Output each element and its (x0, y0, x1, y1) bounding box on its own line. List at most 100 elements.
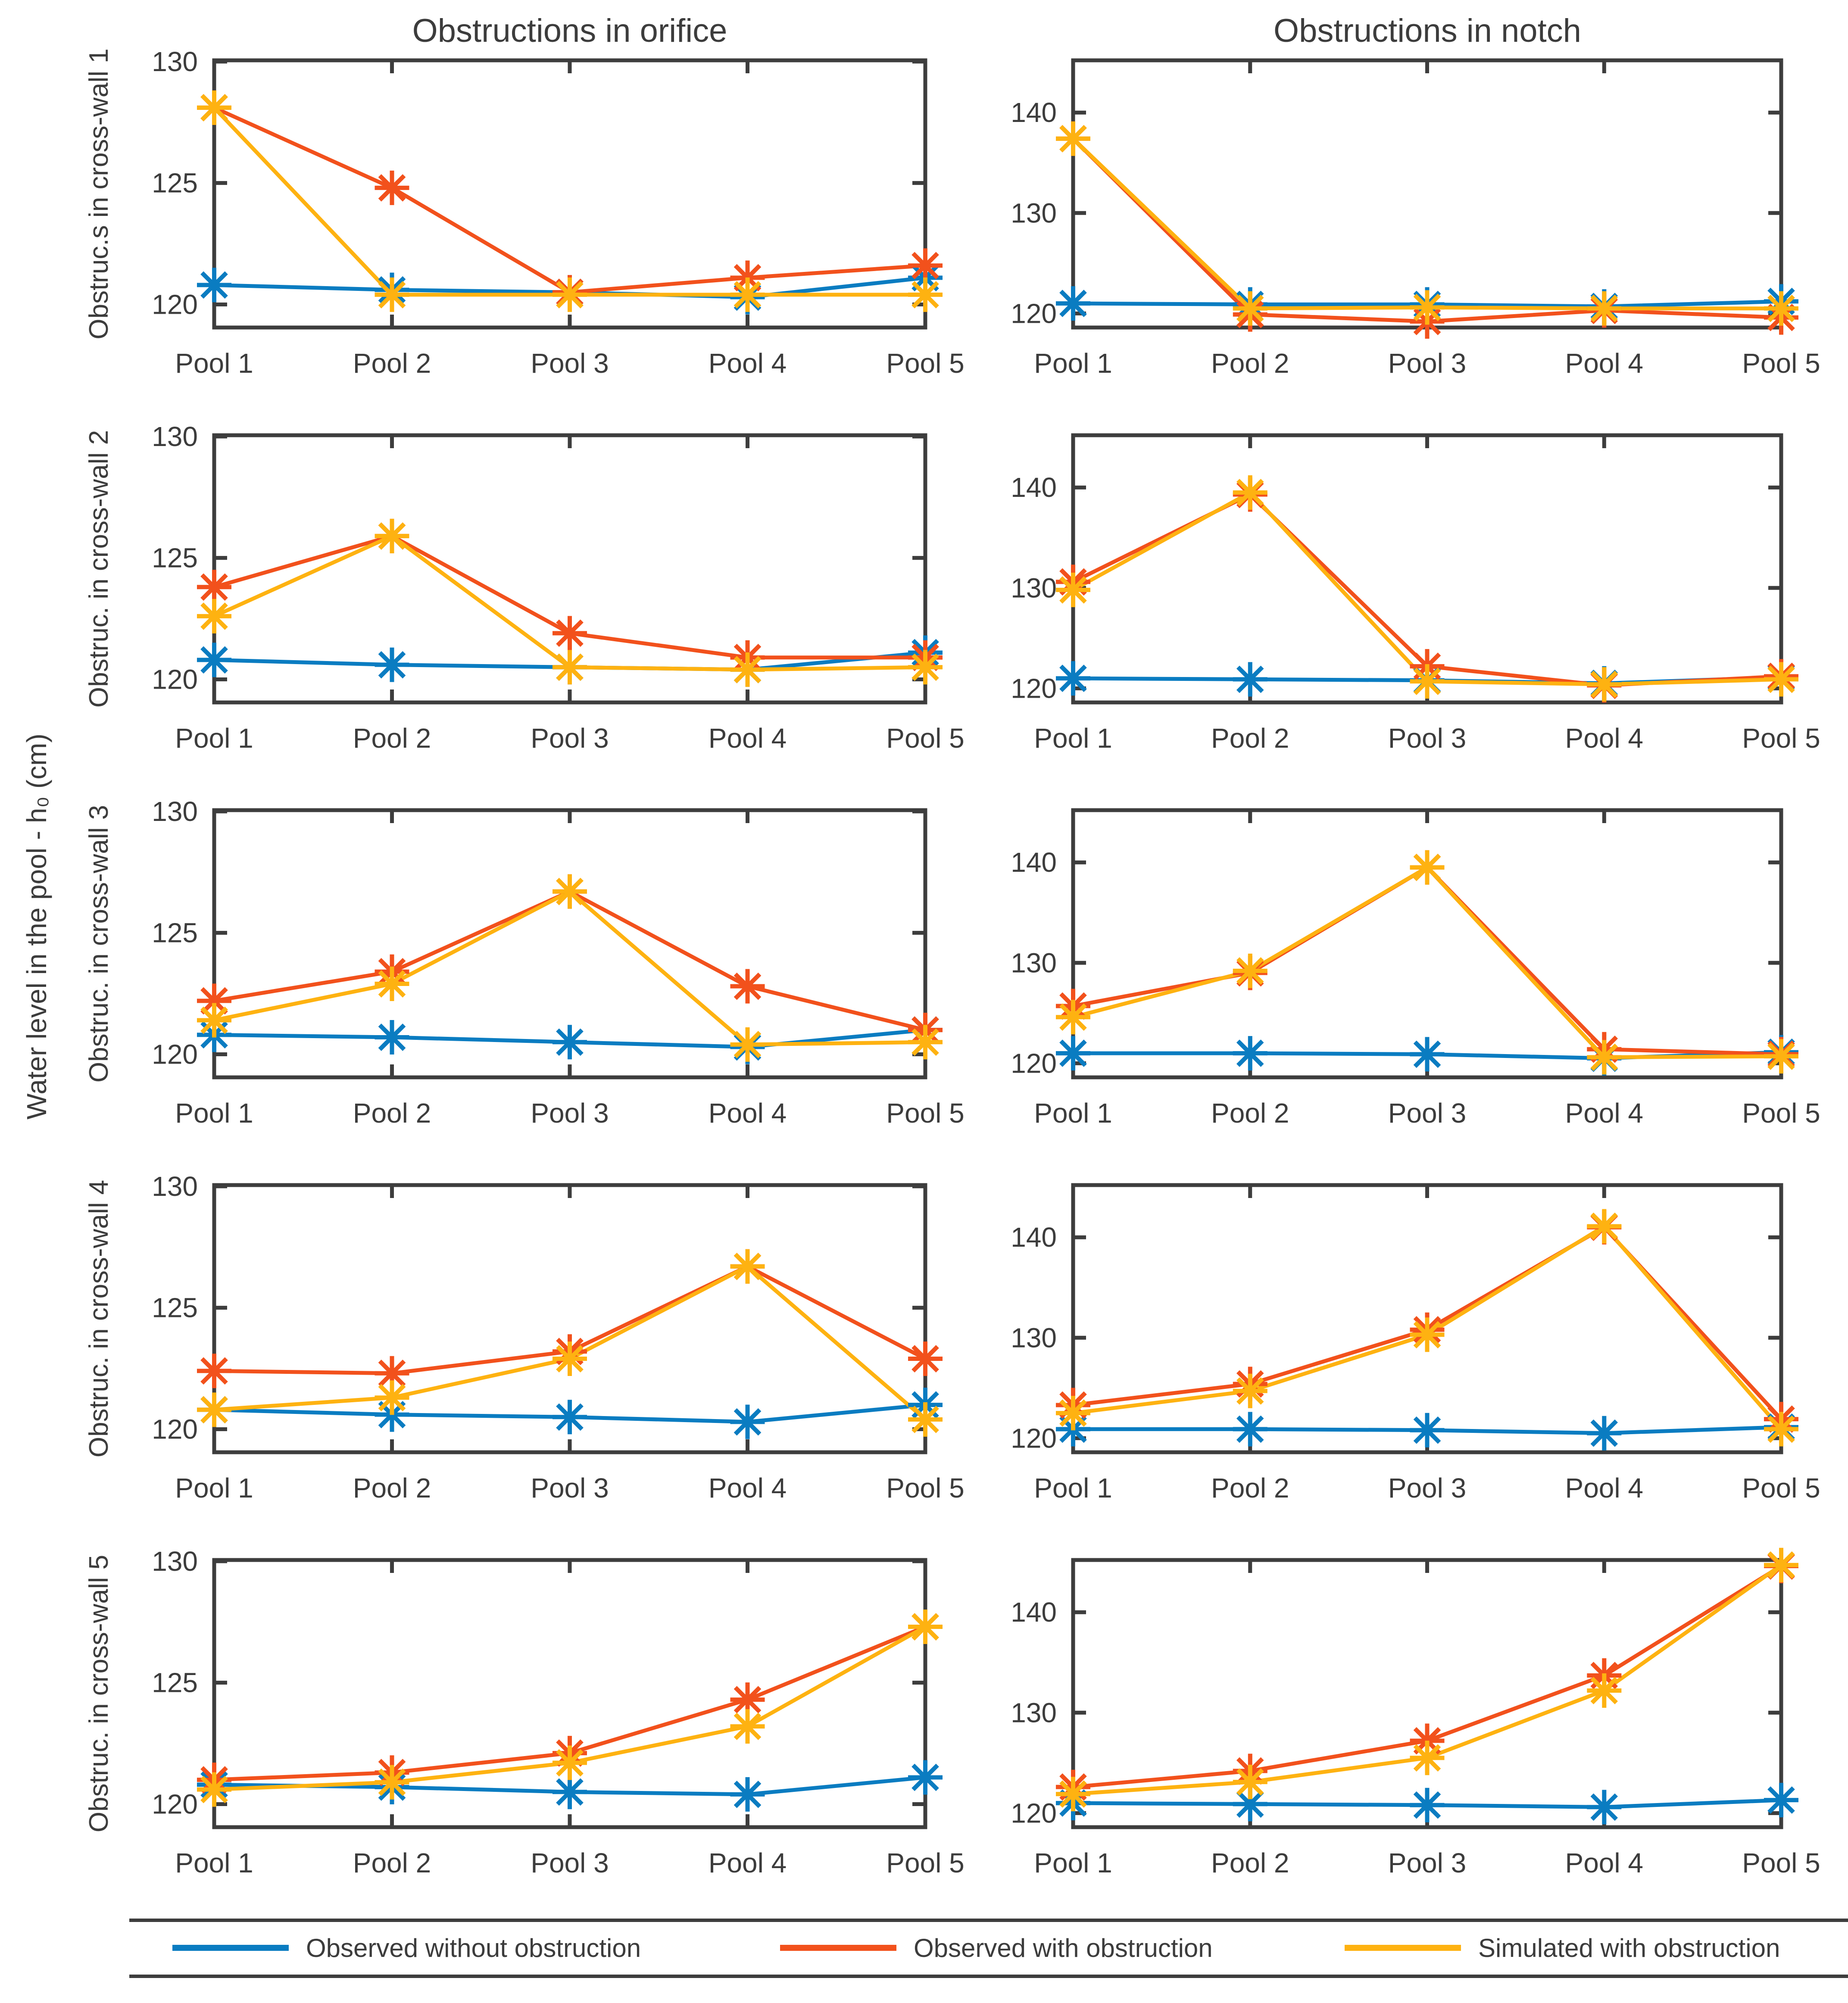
series-marker (1056, 1396, 1090, 1431)
series-marker (197, 1003, 231, 1038)
x-tick-label: Pool 2 (353, 348, 431, 379)
y-tick-label: 130 (1011, 1697, 1057, 1728)
series-marker (1587, 1790, 1622, 1825)
series-marker (908, 1342, 943, 1376)
series-marker (553, 650, 587, 685)
series-marker (197, 643, 231, 677)
series-marker (1056, 661, 1090, 696)
x-tick-label: Pool 5 (886, 348, 964, 379)
series-marker (1410, 1317, 1445, 1352)
series-marker (553, 616, 587, 651)
y-tick-label: 120 (1011, 298, 1057, 329)
legend-top-rule (129, 1919, 1848, 1922)
series-marker (1587, 667, 1622, 702)
x-tick-label: Pool 2 (353, 1098, 431, 1129)
series-marker (197, 90, 231, 125)
legend-bottom-rule (129, 1975, 1848, 1978)
column-title-orifice: Obstructions in orifice (412, 12, 727, 49)
series-marker (1764, 1039, 1798, 1074)
row-label: Obstruc. in cross-wall 4 (84, 1180, 114, 1457)
x-tick-label: Pool 3 (531, 1098, 609, 1129)
x-tick-label: Pool 1 (1034, 723, 1112, 754)
chart-orifice-row2: Pool 1 Pool 2 Pool 3 Pool 4 Pool 5 120 125 130 O… (84, 421, 965, 754)
legend-label-observed-without-obstruction: Observed without obstruction (306, 1934, 641, 1962)
series-marker (553, 874, 587, 909)
y-tick-label: 120 (1011, 1797, 1057, 1828)
series-marker (375, 170, 409, 205)
x-tick-label: Pool 5 (1742, 1473, 1820, 1504)
series-marker (375, 1020, 409, 1055)
chart-orifice-row3: Pool 1 Pool 2 Pool 3 Pool 4 Pool 5 120 125 130 O… (84, 796, 965, 1129)
series-marker (1587, 1416, 1622, 1451)
y-tick-label: 120 (152, 1039, 198, 1070)
series-marker (375, 1380, 409, 1415)
y-tick-label: 125 (152, 168, 198, 199)
series-marker (197, 1392, 231, 1427)
series-marker (375, 1356, 409, 1391)
x-tick-label: Pool 4 (1565, 1847, 1643, 1878)
chart-notch-row1: Pool 1 Pool 2 Pool 3 Pool 4 Pool 5 120 130 140 (1011, 58, 1820, 379)
legend-label-simulated-with-obstruction: Simulated with obstruction (1478, 1934, 1780, 1962)
series-marker (375, 1765, 409, 1800)
series-marker (1233, 1787, 1267, 1822)
series-marker (730, 1777, 765, 1812)
series-marker (730, 1249, 765, 1284)
y-tick-label: 125 (152, 543, 198, 574)
x-tick-label: Pool 2 (353, 1847, 431, 1878)
x-tick-label: Pool 2 (1211, 1473, 1289, 1504)
x-tick-label: Pool 5 (886, 1847, 964, 1878)
x-tick-label: Pool 4 (709, 723, 787, 754)
legend-swatch-observed-without-obstruction (172, 1945, 289, 1951)
series-marker (553, 1342, 587, 1376)
x-tick-label: Pool 1 (175, 348, 253, 379)
y-tick-label: 125 (152, 917, 198, 948)
series-line (1073, 865, 1782, 1056)
y-tick-label: 120 (1011, 1423, 1057, 1454)
column-title-notch: Obstructions in notch (1274, 12, 1581, 49)
series-marker (1764, 1547, 1798, 1582)
series-marker (1410, 1741, 1445, 1775)
y-tick-label: 130 (152, 46, 198, 77)
y-tick-label: 130 (152, 1171, 198, 1202)
legend-swatch-observed-with-obstruction (780, 1945, 896, 1951)
series-marker (197, 983, 231, 1018)
y-tick-label: 120 (152, 289, 198, 320)
x-tick-label: Pool 4 (709, 348, 787, 379)
x-tick-label: Pool 1 (1034, 1098, 1112, 1129)
series-marker (1587, 1209, 1622, 1244)
series-marker (1587, 291, 1622, 326)
x-tick-label: Pool 4 (1565, 1098, 1643, 1129)
x-tick-label: Pool 2 (1211, 1847, 1289, 1878)
x-tick-label: Pool 5 (886, 723, 964, 754)
y-tick-label: 125 (152, 1292, 198, 1323)
x-tick-label: Pool 1 (1034, 348, 1112, 379)
y-tick-label: 130 (152, 1546, 198, 1577)
x-tick-label: Pool 1 (175, 1847, 253, 1878)
chart-notch-row2: Pool 1 Pool 2 Pool 3 Pool 4 Pool 5 120 130 140 (1011, 433, 1820, 754)
row-label: Obstruc. in cross-wall 2 (84, 430, 114, 708)
x-tick-label: Pool 4 (709, 1098, 787, 1129)
series-marker (1410, 290, 1445, 325)
series-marker (553, 1025, 587, 1060)
series-marker (1056, 1777, 1090, 1812)
x-tick-label: Pool 3 (531, 348, 609, 379)
series-marker (1233, 1036, 1267, 1071)
series-marker (730, 652, 765, 687)
y-tick-label: 130 (1011, 1322, 1057, 1353)
x-tick-label: Pool 4 (709, 1473, 787, 1504)
series-marker (197, 1354, 231, 1388)
x-tick-label: Pool 5 (1742, 1847, 1820, 1878)
chart-notch-row5: Pool 1 Pool 2 Pool 3 Pool 4 Pool 5 120 130 140 (1011, 1547, 1820, 1878)
row-label: Obstruc. in cross-wall 3 (84, 805, 114, 1083)
x-tick-label: Pool 2 (1211, 348, 1289, 379)
x-tick-label: Pool 3 (531, 723, 609, 754)
series-marker (553, 277, 587, 312)
series-marker (553, 1400, 587, 1435)
row-label: Obstruc.s in cross-wall 1 (84, 48, 114, 339)
series-marker (730, 969, 765, 1004)
series-marker (1056, 286, 1090, 321)
series-marker (730, 1027, 765, 1062)
series-marker (1587, 1040, 1622, 1075)
